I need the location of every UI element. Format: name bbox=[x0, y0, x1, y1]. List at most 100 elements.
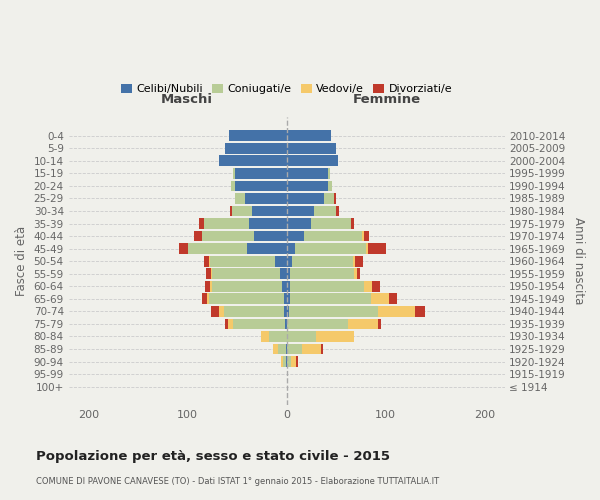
Bar bbox=[287, 180, 328, 191]
Bar bbox=[368, 244, 386, 254]
Bar bbox=[364, 230, 369, 241]
Bar bbox=[371, 294, 389, 304]
Bar bbox=[290, 356, 296, 367]
Bar bbox=[286, 356, 287, 367]
Bar bbox=[228, 318, 233, 330]
Bar bbox=[357, 268, 360, 279]
Bar bbox=[254, 230, 287, 241]
Bar bbox=[229, 130, 287, 141]
Bar bbox=[235, 193, 245, 203]
Bar bbox=[252, 206, 287, 216]
Bar bbox=[287, 168, 328, 178]
Bar bbox=[225, 143, 287, 154]
Bar bbox=[211, 306, 219, 316]
Bar bbox=[287, 230, 304, 241]
Bar bbox=[206, 268, 211, 279]
Bar bbox=[235, 168, 287, 178]
Bar bbox=[233, 318, 284, 330]
Bar bbox=[281, 356, 283, 367]
Bar bbox=[231, 180, 235, 191]
Bar bbox=[211, 268, 212, 279]
Bar bbox=[275, 256, 287, 266]
Bar bbox=[372, 281, 380, 291]
Bar bbox=[286, 344, 287, 354]
Bar bbox=[287, 306, 289, 316]
Bar bbox=[287, 193, 325, 203]
Bar bbox=[179, 244, 188, 254]
Text: Popolazione per età, sesso e stato civile - 2015: Popolazione per età, sesso e stato civil… bbox=[36, 450, 390, 463]
Bar bbox=[287, 218, 311, 229]
Bar bbox=[348, 318, 378, 330]
Bar bbox=[378, 306, 415, 316]
Y-axis label: Fasce di età: Fasce di età bbox=[15, 226, 28, 296]
Bar bbox=[283, 356, 286, 367]
Bar bbox=[211, 256, 275, 266]
Bar bbox=[209, 294, 284, 304]
Bar bbox=[269, 331, 287, 342]
Bar bbox=[290, 294, 371, 304]
Bar bbox=[362, 230, 364, 241]
Text: COMUNE DI PAVONE CANAVESE (TO) - Dati ISTAT 1° gennaio 2015 - Elaborazione TUTTA: COMUNE DI PAVONE CANAVESE (TO) - Dati IS… bbox=[36, 478, 439, 486]
Bar bbox=[302, 344, 322, 354]
Bar bbox=[287, 143, 336, 154]
Legend: Celibi/Nubili, Coniugati/e, Vedovi/e, Divorziati/e: Celibi/Nubili, Coniugati/e, Vedovi/e, Di… bbox=[117, 80, 457, 99]
Bar bbox=[233, 168, 235, 178]
Bar bbox=[284, 306, 287, 316]
Bar bbox=[328, 180, 332, 191]
Bar bbox=[188, 244, 247, 254]
Bar bbox=[219, 306, 224, 316]
Bar bbox=[287, 256, 292, 266]
Bar bbox=[389, 294, 397, 304]
Bar bbox=[212, 268, 280, 279]
Bar bbox=[209, 256, 211, 266]
Bar bbox=[212, 281, 281, 291]
Bar bbox=[355, 256, 363, 266]
Bar bbox=[230, 206, 232, 216]
Bar bbox=[290, 281, 364, 291]
Bar bbox=[245, 193, 287, 203]
Bar bbox=[287, 294, 290, 304]
Bar bbox=[287, 331, 316, 342]
Bar bbox=[292, 256, 353, 266]
Bar bbox=[205, 218, 249, 229]
Bar bbox=[364, 281, 372, 291]
Bar bbox=[287, 206, 314, 216]
Y-axis label: Anni di nascita: Anni di nascita bbox=[572, 218, 585, 305]
Bar bbox=[378, 318, 381, 330]
Bar bbox=[316, 331, 354, 342]
Bar bbox=[287, 244, 295, 254]
Bar bbox=[314, 206, 336, 216]
Bar bbox=[289, 306, 378, 316]
Bar bbox=[281, 281, 287, 291]
Bar bbox=[415, 306, 425, 316]
Bar bbox=[287, 356, 290, 367]
Bar bbox=[273, 344, 278, 354]
Bar bbox=[287, 281, 290, 291]
Bar bbox=[205, 281, 211, 291]
Bar bbox=[205, 256, 209, 266]
Bar bbox=[202, 230, 254, 241]
Bar bbox=[354, 268, 357, 279]
Text: Femmine: Femmine bbox=[353, 92, 421, 106]
Bar bbox=[284, 318, 287, 330]
Text: Maschi: Maschi bbox=[160, 92, 212, 106]
Bar bbox=[353, 256, 355, 266]
Bar bbox=[295, 244, 366, 254]
Bar bbox=[225, 318, 228, 330]
Bar bbox=[290, 268, 354, 279]
Bar bbox=[334, 193, 336, 203]
Bar bbox=[311, 218, 351, 229]
Bar bbox=[232, 206, 252, 216]
Bar bbox=[261, 331, 269, 342]
Bar bbox=[287, 344, 302, 354]
Bar bbox=[247, 244, 287, 254]
Bar bbox=[287, 318, 348, 330]
Bar bbox=[325, 193, 334, 203]
Bar bbox=[235, 180, 287, 191]
Bar bbox=[336, 206, 339, 216]
Bar bbox=[296, 356, 298, 367]
Bar bbox=[280, 268, 287, 279]
Bar bbox=[224, 306, 284, 316]
Bar bbox=[211, 281, 212, 291]
Bar bbox=[202, 294, 208, 304]
